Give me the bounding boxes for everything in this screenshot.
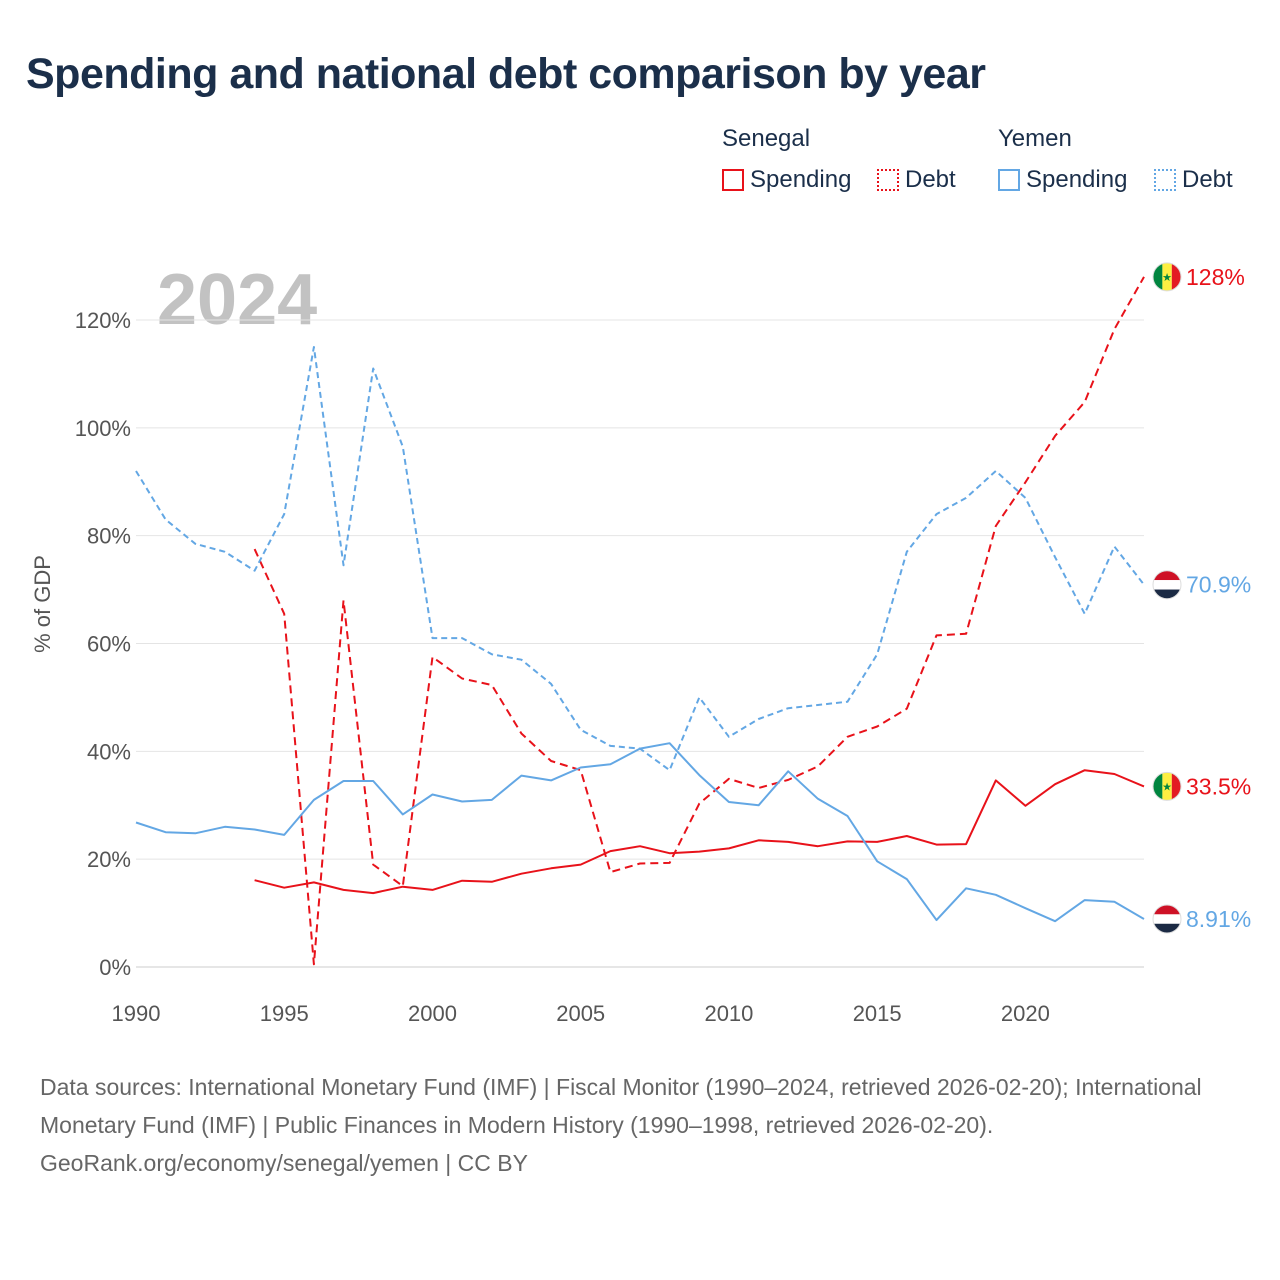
y-tick-label: 120% bbox=[75, 308, 131, 333]
svg-text:★: ★ bbox=[1162, 781, 1172, 793]
y-tick-label: 100% bbox=[75, 416, 131, 441]
chart-title: Spending and national debt comparison by… bbox=[26, 50, 986, 98]
end-value-label: 8.91% bbox=[1186, 906, 1251, 932]
credit-link[interactable]: GeoRank.org/economy/senegal/yemen | CC B… bbox=[40, 1150, 528, 1176]
y-tick-label: 40% bbox=[87, 739, 131, 764]
x-tick-label: 2000 bbox=[408, 1001, 457, 1026]
legend-senegal-debt-swatch bbox=[877, 169, 899, 191]
x-tick-label: 2005 bbox=[556, 1001, 605, 1026]
series-line-senegal-debt[interactable] bbox=[253, 276, 1145, 966]
end-value-label: 128% bbox=[1186, 264, 1245, 290]
x-tick-label: 2020 bbox=[1001, 1001, 1050, 1026]
end-value-label: 33.5% bbox=[1186, 773, 1251, 799]
legend-yemen-spending-text: Spending bbox=[1026, 166, 1128, 193]
legend-senegal-debt-text: Debt bbox=[905, 166, 956, 193]
legend-yemen-debt[interactable]: Debt bbox=[1154, 166, 1233, 194]
legend-senegal-label: Senegal bbox=[722, 125, 811, 152]
x-tick-label: 1995 bbox=[260, 1001, 309, 1026]
series-line-yemen-spending[interactable] bbox=[135, 742, 1145, 923]
year-watermark: 2024 bbox=[157, 260, 317, 340]
yemen-flag-icon bbox=[1152, 570, 1182, 600]
legend-yemen-spending-swatch bbox=[998, 169, 1020, 191]
senegal-flag-icon: ★ bbox=[1152, 262, 1182, 292]
y-tick-label: 20% bbox=[87, 847, 131, 872]
series-line-yemen-debt[interactable] bbox=[135, 346, 1145, 772]
legend-yemen-debt-text: Debt bbox=[1182, 166, 1233, 193]
y-tick-label: 60% bbox=[87, 632, 131, 657]
senegal-flag-icon: ★ bbox=[1152, 771, 1182, 801]
legend-yemen-debt-swatch bbox=[1154, 169, 1176, 191]
line-chart: 2024 % of GDP 0% 20% 40% 60% 80% 100% 120% 1990… bbox=[30, 260, 1251, 1026]
data-sources: Data sources: International Monetary Fun… bbox=[40, 1074, 1202, 1138]
legend-senegal-spending-swatch bbox=[722, 169, 744, 191]
x-tick-label: 1990 bbox=[112, 1001, 161, 1026]
x-tick-label: 2015 bbox=[853, 1001, 902, 1026]
legend-yemen-label: Yemen bbox=[998, 125, 1072, 152]
y-tick-label: 0% bbox=[99, 955, 131, 980]
end-value-label: 70.9% bbox=[1186, 572, 1251, 598]
footer: Data sources: International Monetary Fun… bbox=[40, 1068, 1240, 1182]
series-line-senegal-spending[interactable] bbox=[254, 769, 1145, 895]
legend-senegal-spending[interactable]: Spending bbox=[722, 166, 851, 194]
legend-senegal-debt[interactable]: Debt bbox=[877, 166, 956, 194]
x-tick-label: 2010 bbox=[704, 1001, 753, 1026]
legend-yemen-spending[interactable]: Spending bbox=[998, 166, 1127, 194]
yemen-flag-icon bbox=[1152, 904, 1182, 934]
legend-senegal-spending-text: Spending bbox=[750, 166, 852, 193]
y-axis-title: % of GDP bbox=[30, 555, 55, 653]
svg-text:★: ★ bbox=[1162, 272, 1172, 284]
y-tick-label: 80% bbox=[87, 524, 131, 549]
